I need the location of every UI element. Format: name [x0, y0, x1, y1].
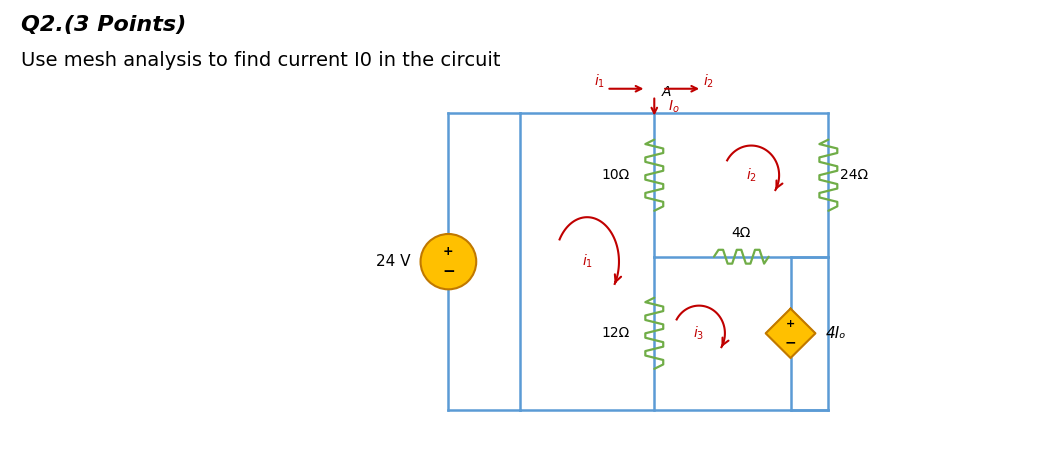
Text: −: − — [785, 335, 796, 349]
Text: $i_1$: $i_1$ — [594, 72, 605, 90]
Text: 4Ω: 4Ω — [732, 226, 751, 240]
Text: $i_2$: $i_2$ — [745, 167, 757, 184]
Text: +: + — [443, 245, 454, 258]
Text: A: A — [661, 85, 670, 99]
Polygon shape — [766, 309, 815, 358]
Text: 10Ω: 10Ω — [601, 168, 630, 182]
Text: 4Iₒ: 4Iₒ — [826, 326, 846, 341]
Text: Q2.(3 Points): Q2.(3 Points) — [21, 14, 186, 35]
Text: 24 V: 24 V — [376, 254, 410, 269]
Text: $i_3$: $i_3$ — [693, 325, 705, 342]
Text: $i_2$: $i_2$ — [704, 72, 714, 90]
Text: $I_o$: $I_o$ — [668, 99, 680, 115]
Text: 12Ω: 12Ω — [601, 326, 630, 340]
Text: −: − — [442, 264, 455, 279]
Text: $i_1$: $i_1$ — [582, 253, 592, 270]
Text: 24Ω: 24Ω — [840, 168, 868, 182]
Circle shape — [421, 234, 476, 290]
Text: Use mesh analysis to find current I0 in the circuit: Use mesh analysis to find current I0 in … — [21, 51, 500, 70]
Text: +: + — [786, 319, 795, 329]
